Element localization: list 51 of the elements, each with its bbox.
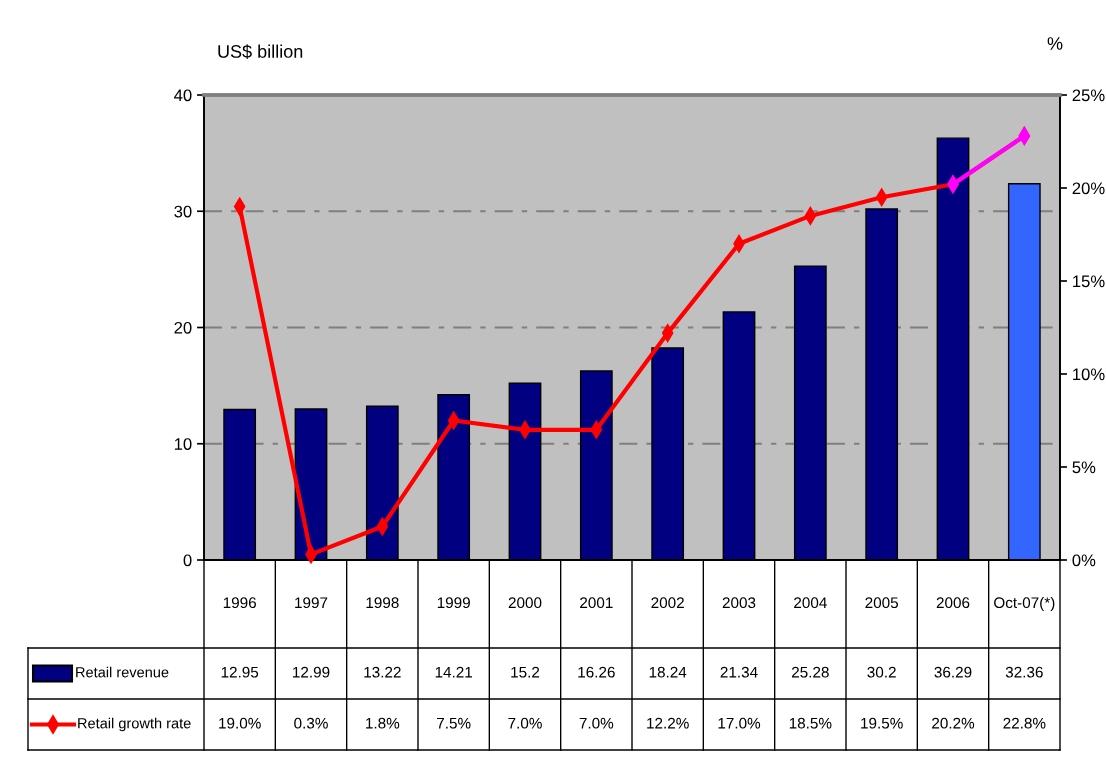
data-label: 19.5% (861, 717, 903, 729)
y2-tick-label: 20% (1072, 182, 1105, 195)
data-label: 30.2 (867, 666, 896, 678)
y-tick-label: 10 (174, 438, 192, 450)
x-tick-label: Oct-07(*) (994, 596, 1055, 612)
x-tick-label: 2004 (794, 597, 827, 609)
x-tick-label: 2003 (722, 597, 756, 609)
x-tick-label: 1999 (437, 597, 470, 609)
y-tick-label: 40 (174, 89, 192, 102)
data-label: 1.8% (366, 717, 400, 729)
x-tick-label: 2002 (651, 597, 684, 609)
data-label: 25.28 (791, 666, 829, 678)
data-label: 21.34 (720, 666, 758, 678)
data-label: 18.5% (789, 717, 832, 729)
data-label: 22.8% (1003, 717, 1046, 729)
data-label: 12.99 (293, 666, 330, 678)
data-label: 15.2 (511, 666, 540, 678)
y2-tick-label: 15% (1073, 275, 1105, 288)
data-label: 18.24 (649, 666, 687, 678)
data-label: 7.0% (508, 717, 542, 729)
data-label: 7.0% (579, 717, 614, 729)
y2-tick-label: 0% (1072, 554, 1096, 567)
y2-tick-label: 25% (1072, 89, 1105, 102)
x-tick-label: 2001 (580, 597, 613, 609)
y2-axis-title: % (1047, 37, 1063, 50)
data-label: 13.22 (364, 666, 401, 678)
y-tick-label: 20 (174, 321, 192, 334)
x-tick-label: 2000 (508, 597, 542, 609)
data-label: 7.5% (437, 717, 471, 729)
y-tick-label: 0 (183, 554, 192, 567)
data-label: 32.36 (1005, 666, 1043, 678)
y-tick-label: 30 (174, 205, 192, 218)
x-tick-label: 2005 (865, 597, 899, 609)
data-label: 0.3% (294, 717, 328, 729)
data-label: 36.29 (934, 666, 972, 678)
x-tick-label: 1996 (223, 597, 256, 609)
y-axis-title: US$ billion (218, 44, 303, 59)
data-label: 12.2% (647, 717, 689, 729)
data-label: 17.0% (718, 717, 761, 729)
data-label: 12.95 (221, 666, 259, 678)
legend-label: Retail growth rate (78, 717, 191, 732)
data-label: 19.0% (219, 717, 261, 729)
data-label: 16.26 (578, 666, 615, 678)
x-tick-label: 1997 (295, 597, 328, 609)
y2-tick-label: 5% (1072, 461, 1096, 474)
data-label: 14.21 (435, 666, 473, 678)
x-tick-label: 1998 (366, 597, 399, 609)
legend-label: Retail revenue (76, 666, 169, 678)
y2-tick-label: 10% (1073, 368, 1105, 381)
x-tick-label: 2006 (936, 597, 970, 609)
data-label: 20.2% (932, 717, 975, 729)
